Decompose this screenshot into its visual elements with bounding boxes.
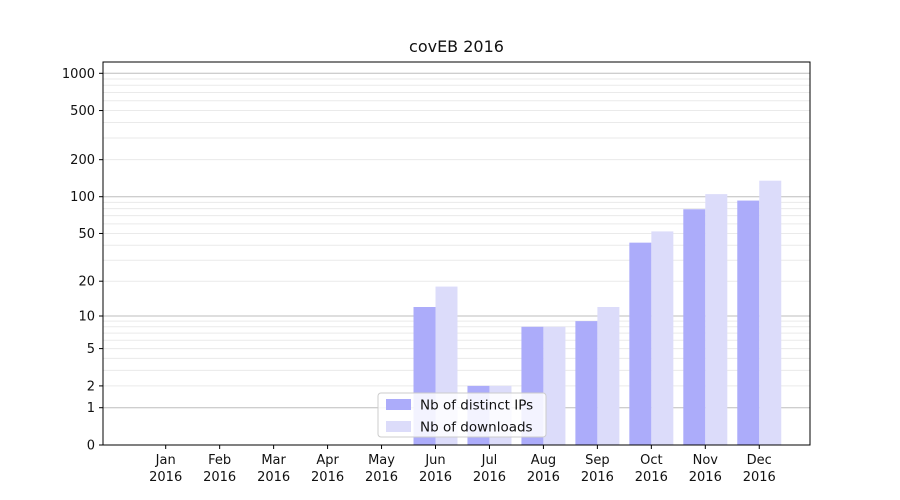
ytick-label-100: 100 [70,190,95,205]
xtick-label-jul: Jul [481,453,498,468]
legend-swatch-downloads [386,421,411,432]
ytick-label-20: 20 [78,275,95,290]
ytick-label-2: 2 [87,379,95,394]
xtick-year-feb: 2016 [203,470,236,485]
xtick-year-mar: 2016 [257,470,290,485]
xtick-label-may: May [368,453,395,468]
xtick-label-feb: Feb [208,453,231,468]
xtick-label-apr: Apr [316,453,339,468]
xtick-year-apr: 2016 [311,470,344,485]
legend-swatch-distinct-ips [386,399,411,410]
bars [413,180,782,445]
bar-dec-distinct-ips [737,200,760,445]
xtick-year-sep: 2016 [581,470,614,485]
legend-label-downloads: Nb of downloads [420,420,533,436]
ytick-label-200: 200 [70,153,95,168]
bar-nov-distinct-ips [683,209,706,445]
ytick-label-50: 50 [78,227,95,242]
chart-title: covEB 2016 [409,37,504,56]
xtick-label-sep: Sep [585,453,610,468]
xtick-year-aug: 2016 [527,470,560,485]
ytick-label-5: 5 [87,342,95,357]
xtick-label-mar: Mar [261,453,286,468]
xtick-year-may: 2016 [365,470,398,485]
xtick-year-jan: 2016 [149,470,182,485]
ytick-label-1: 1 [87,401,95,416]
bar-oct-distinct-ips [629,242,652,445]
xtick-year-jul: 2016 [473,470,506,485]
ytick-label-1000: 1000 [62,67,95,82]
xtick-year-jun: 2016 [419,470,452,485]
xtick-label-jan: Jan [155,453,176,468]
xtick-year-nov: 2016 [689,470,722,485]
legend: Nb of distinct IPs Nb of downloads [377,392,547,438]
xtick-label-oct: Oct [640,453,662,468]
axes-spines [102,61,811,446]
plot-border [102,61,811,446]
legend-box [377,392,547,438]
bar-aug-downloads [543,326,566,445]
legend-label-distinct-ips: Nb of distinct IPs [420,398,533,414]
ytick-label-500: 500 [70,104,95,119]
xtick-year-oct: 2016 [635,470,668,485]
bar-nov-downloads [705,194,728,445]
ytick-label-10: 10 [78,309,95,324]
xtick-label-nov: Nov [693,453,719,468]
x-axis-labels: Jan 2016 Feb 2016 Mar 2016 Apr 2016 May 2016 Jun 20… [149,453,776,485]
xtick-year-dec: 2016 [743,470,776,485]
xtick-label-aug: Aug [531,453,556,468]
ytick-label-0: 0 [87,439,95,454]
bar-sep-downloads [597,307,620,445]
bar-dec-downloads [759,180,782,445]
bar-oct-downloads [651,231,674,445]
tick-marks [99,72,760,449]
bar-sep-distinct-ips [575,321,598,445]
xtick-label-dec: Dec [747,453,772,468]
xtick-label-jun: Jun [424,453,445,468]
